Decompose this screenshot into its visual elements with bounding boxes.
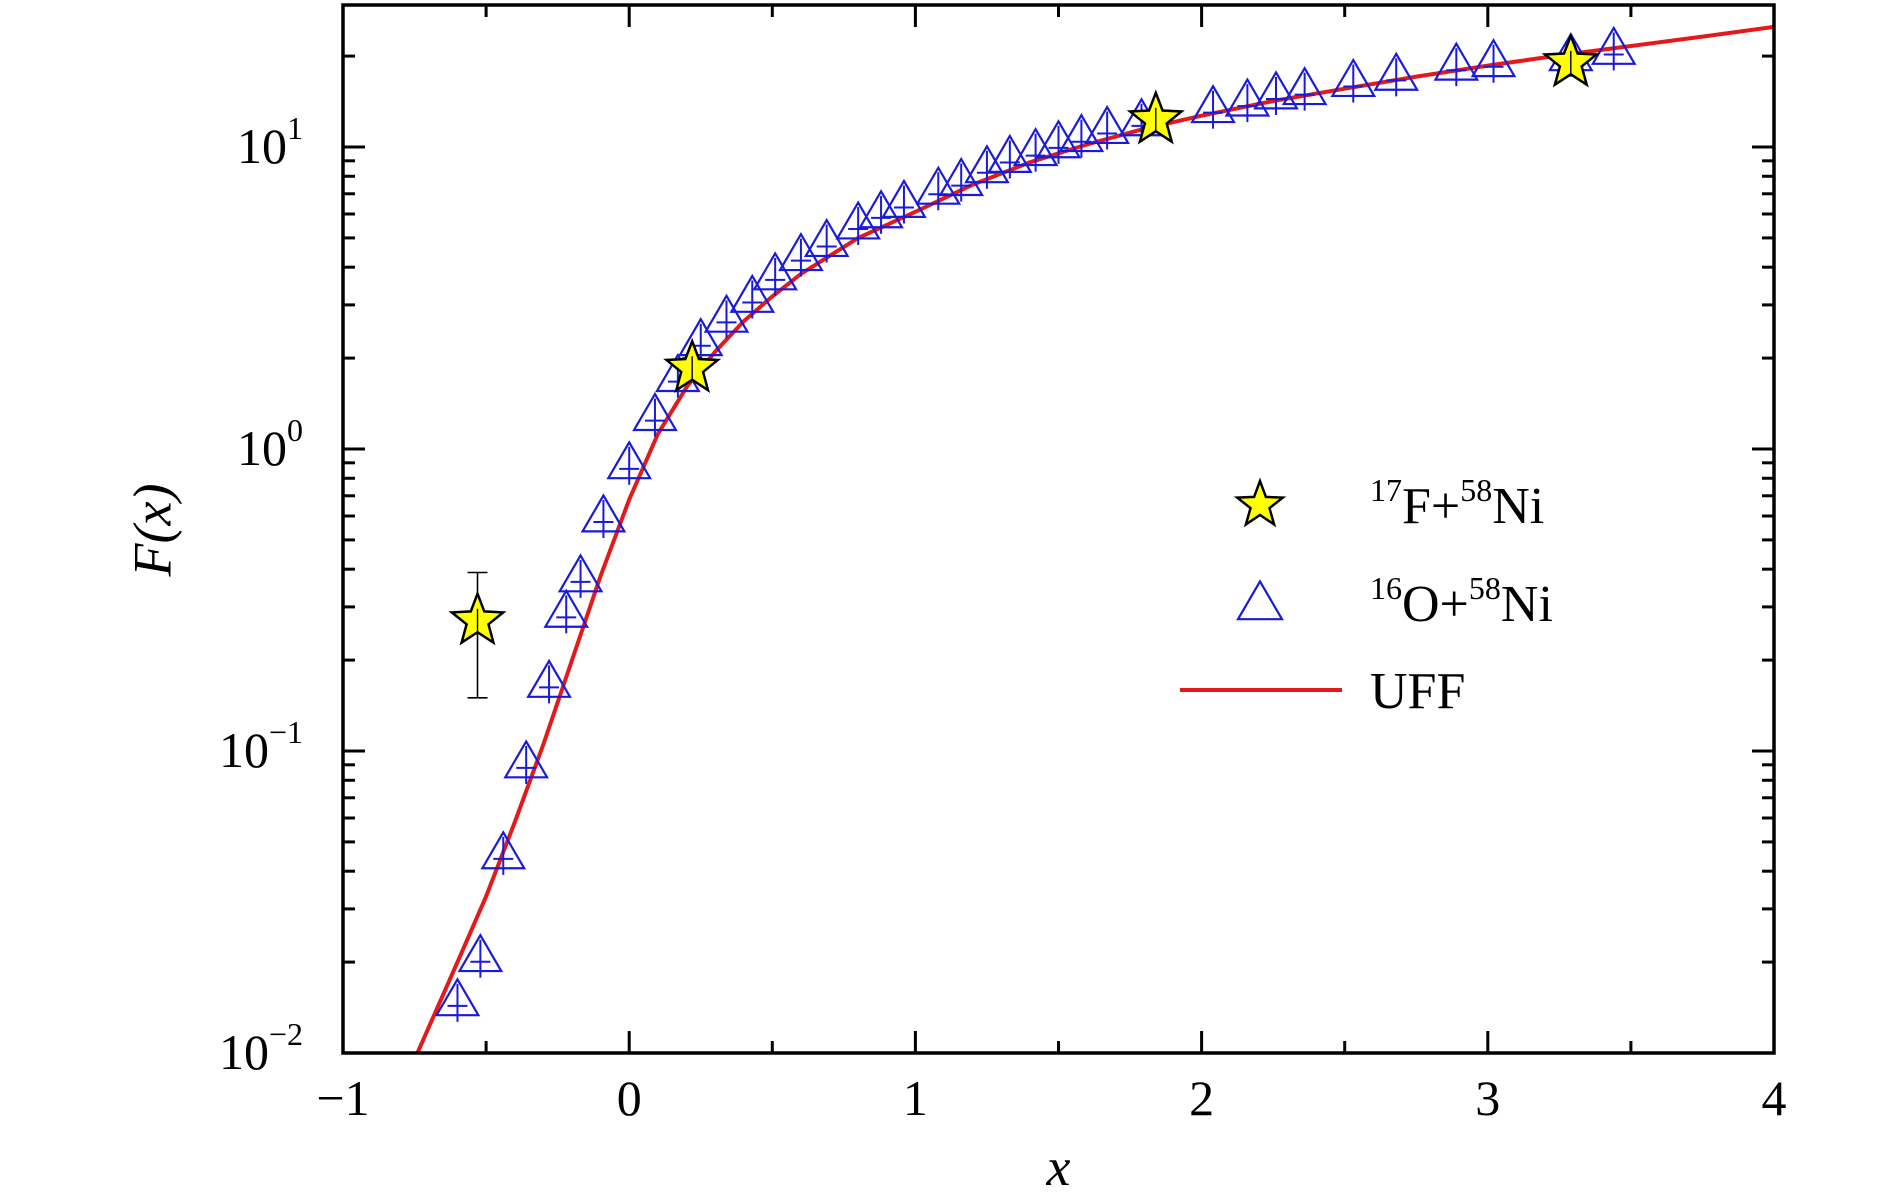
o16-data-point — [543, 588, 590, 634]
f17-data-point — [448, 571, 507, 699]
x-tick-label: −1 — [316, 1070, 369, 1126]
legend-item: 17F+58Ni — [1233, 472, 1544, 535]
o16-data-point — [434, 977, 481, 1022]
o16-data-point — [503, 739, 549, 784]
legend: 17F+58Ni 16O+58Ni UFF — [1180, 472, 1553, 720]
plot-border — [341, 3, 1776, 1055]
o16-data-point — [1590, 25, 1637, 71]
f17-data-point — [1541, 32, 1600, 88]
o16-data-point — [729, 273, 776, 319]
y-tick-label: 10−1 — [219, 714, 303, 778]
o16-data-point — [1012, 126, 1059, 172]
o16-data-point — [703, 293, 750, 339]
ticks: −1 0 1 2 3 4 10−2 10−1 100 101 — [219, 5, 1787, 1126]
legend-label: 17F+58Ni — [1370, 472, 1544, 535]
legend-star-marker — [1233, 477, 1287, 528]
uff-curve — [415, 24, 1774, 1053]
o16-data-point — [606, 440, 653, 485]
legend-label: UFF — [1370, 663, 1465, 720]
y-tick-label: 101 — [237, 110, 303, 174]
o16-data-point — [1224, 77, 1271, 123]
o16-data-point — [835, 200, 881, 246]
o16-data-point — [632, 391, 678, 437]
x-tick-label: 3 — [1475, 1070, 1500, 1126]
o16-data-point — [457, 932, 504, 978]
o16-data-point — [803, 217, 850, 263]
x-tick-label: 4 — [1762, 1070, 1787, 1126]
x-axis-title: x — [1046, 1137, 1071, 1197]
o16-data-point — [938, 156, 985, 202]
plot-frame — [341, 3, 1776, 1055]
o16-data-point — [752, 251, 798, 296]
o16-data-point — [1330, 57, 1377, 103]
y-tick-label: 10−2 — [219, 1016, 303, 1080]
o16-data-point — [580, 493, 627, 538]
legend-label: 16O+58Ni — [1370, 570, 1553, 633]
o16-data-point — [1035, 119, 1082, 164]
y-tick-label: 100 — [237, 412, 303, 476]
legend-triangle-marker — [1236, 579, 1284, 621]
o16-data-point — [964, 144, 1010, 189]
o16-data-point — [1433, 41, 1480, 87]
x-tick-label: 2 — [1189, 1070, 1214, 1126]
x-tick-label: 0 — [617, 1070, 642, 1126]
o16-data-point — [1470, 38, 1517, 83]
legend-item: 16O+58Ni — [1236, 570, 1553, 633]
x-tick-label: 1 — [903, 1070, 928, 1126]
o16-data-point — [480, 830, 527, 875]
o16-data-point — [1281, 65, 1328, 111]
o16-data-point — [1373, 51, 1420, 97]
legend-item: UFF — [1180, 663, 1465, 720]
y-axis-title: F(x) — [122, 484, 182, 578]
o16-ni58-markers — [434, 25, 1637, 1022]
uff-curve-layer — [415, 24, 1774, 1053]
o16-data-point — [778, 231, 824, 277]
o16-data-point — [987, 133, 1033, 179]
o16-data-point — [881, 178, 927, 224]
f17-data-point — [663, 337, 722, 394]
o16-data-point — [1253, 70, 1299, 115]
o16-data-point — [557, 553, 604, 598]
o16-data-point — [1190, 83, 1236, 129]
o16-data-point — [526, 658, 572, 704]
o16-data-point — [858, 189, 904, 234]
f17-ni58-markers — [448, 32, 1600, 699]
f17-data-point — [1126, 89, 1185, 145]
o16-data-point — [1084, 104, 1130, 150]
